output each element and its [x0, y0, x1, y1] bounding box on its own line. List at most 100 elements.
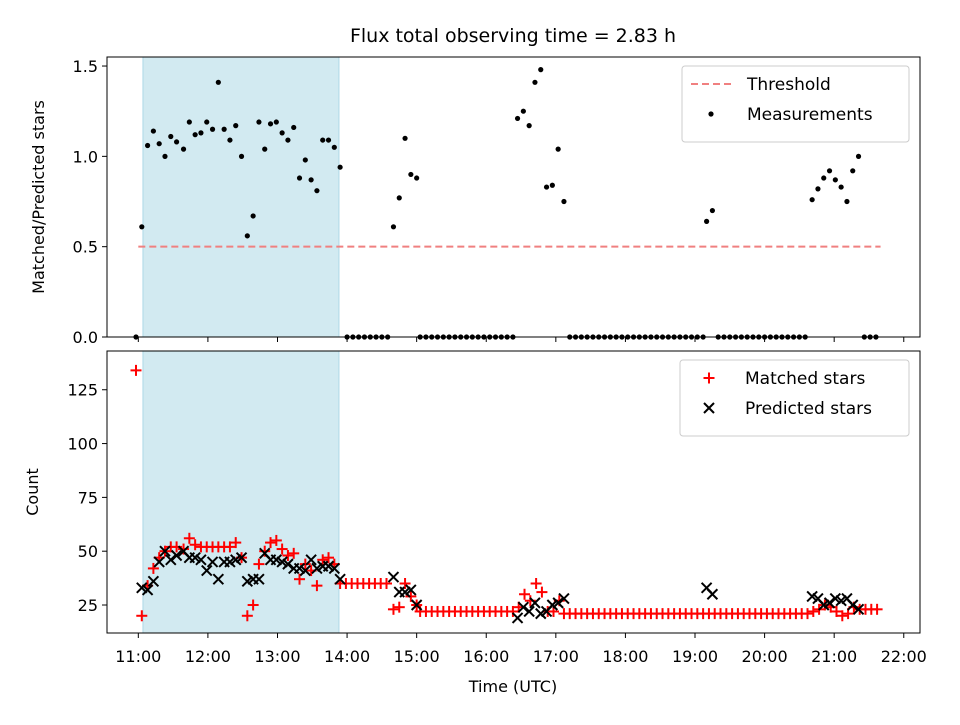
x-tick-label: 17:00	[533, 647, 579, 666]
data-point	[270, 534, 282, 546]
data-point	[189, 539, 201, 551]
data-point	[331, 144, 337, 150]
data-point	[809, 197, 815, 203]
data-point	[555, 146, 561, 152]
data-point	[526, 123, 532, 129]
data-point	[815, 186, 821, 192]
data-point	[523, 605, 535, 618]
data-point	[826, 168, 833, 174]
y-tick-label: 0.0	[73, 328, 98, 347]
legend-label: Threshold	[746, 75, 831, 95]
plot-frame	[106, 56, 921, 338]
data-point	[704, 218, 710, 224]
data-point	[838, 184, 844, 190]
x-tick-label: 21:00	[811, 647, 857, 666]
data-point	[328, 562, 341, 575]
data-point	[183, 532, 195, 544]
data-point	[130, 364, 142, 376]
data-point	[285, 137, 291, 143]
data-point	[139, 224, 145, 230]
data-point	[532, 79, 538, 85]
data-point	[147, 575, 160, 588]
data-point	[156, 141, 162, 147]
x-tick-label: 11:00	[115, 647, 161, 666]
data-point	[201, 564, 213, 577]
data-point	[536, 586, 548, 598]
data-point	[233, 123, 239, 129]
data-point	[317, 554, 329, 566]
legend-label: Matched stars	[745, 369, 865, 389]
data-point	[206, 556, 219, 568]
series-cross	[136, 545, 865, 624]
y-tick-label: 100	[67, 435, 98, 454]
shaded-interval	[142, 56, 340, 338]
data-point	[850, 168, 856, 174]
data-point	[221, 126, 227, 132]
data-point	[511, 612, 524, 624]
data-point	[337, 164, 343, 170]
data-point	[821, 175, 827, 181]
data-point	[282, 558, 294, 570]
data-point	[215, 79, 221, 85]
data-point	[267, 121, 274, 127]
data-point	[180, 146, 187, 152]
legend-dot-swatch	[708, 111, 714, 117]
plot-frame	[106, 350, 921, 634]
x-tick-label: 16:00	[463, 647, 509, 666]
data-point	[212, 573, 225, 585]
data-point	[414, 175, 420, 181]
y-tick-label: 125	[67, 381, 98, 400]
data-point	[561, 198, 567, 205]
y-axis-label: Matched/Predicted stars	[29, 100, 48, 294]
data-point	[844, 198, 850, 205]
data-point	[227, 137, 233, 143]
data-point	[147, 562, 159, 574]
y-tick-label: 75	[78, 488, 98, 507]
data-point	[558, 592, 570, 605]
x-tick-label: 14:00	[324, 647, 370, 666]
chart-title: Flux total observing time = 2.83 h	[350, 25, 676, 47]
data-point	[305, 554, 317, 566]
x-tick-label: 18:00	[602, 647, 648, 666]
x-tick-label: 20:00	[742, 647, 788, 666]
legend-label: Measurements	[747, 105, 873, 125]
data-point	[241, 610, 253, 622]
legend-cross-swatch	[703, 402, 715, 414]
data-point	[276, 543, 288, 555]
y-tick-label: 1.5	[73, 57, 98, 76]
data-point	[173, 139, 180, 145]
data-point	[529, 597, 541, 609]
data-point	[852, 603, 865, 616]
data-point	[291, 124, 297, 131]
x-tick-label: 22:00	[881, 647, 927, 666]
data-point	[294, 573, 306, 585]
data-point	[224, 541, 236, 553]
legend: Threshold Measurements	[681, 65, 910, 143]
data-point	[302, 157, 308, 163]
data-point	[136, 610, 148, 622]
data-point	[153, 556, 165, 568]
legend-plus-swatch	[703, 372, 715, 384]
x-tick-label: 19:00	[672, 647, 718, 666]
data-point	[314, 188, 320, 194]
legend: Matched stars Predicted stars	[679, 359, 910, 437]
data-point	[299, 558, 311, 570]
data-point	[807, 605, 819, 617]
data-point	[209, 126, 216, 132]
legend-label: Predicted stars	[745, 399, 872, 419]
data-point	[334, 573, 346, 585]
x-tick-label: 13:00	[254, 647, 300, 666]
data-point	[530, 577, 542, 589]
data-point	[802, 608, 814, 620]
data-point	[168, 133, 174, 140]
data-point	[253, 558, 265, 570]
data-point	[204, 119, 210, 125]
data-point	[408, 171, 414, 178]
data-point	[165, 554, 177, 566]
y-tick-label: 50	[78, 542, 98, 561]
y-tick-label: 1.0	[73, 147, 98, 166]
data-point	[538, 67, 544, 73]
data-point	[288, 547, 300, 559]
x-tick-label: 12:00	[185, 647, 231, 666]
